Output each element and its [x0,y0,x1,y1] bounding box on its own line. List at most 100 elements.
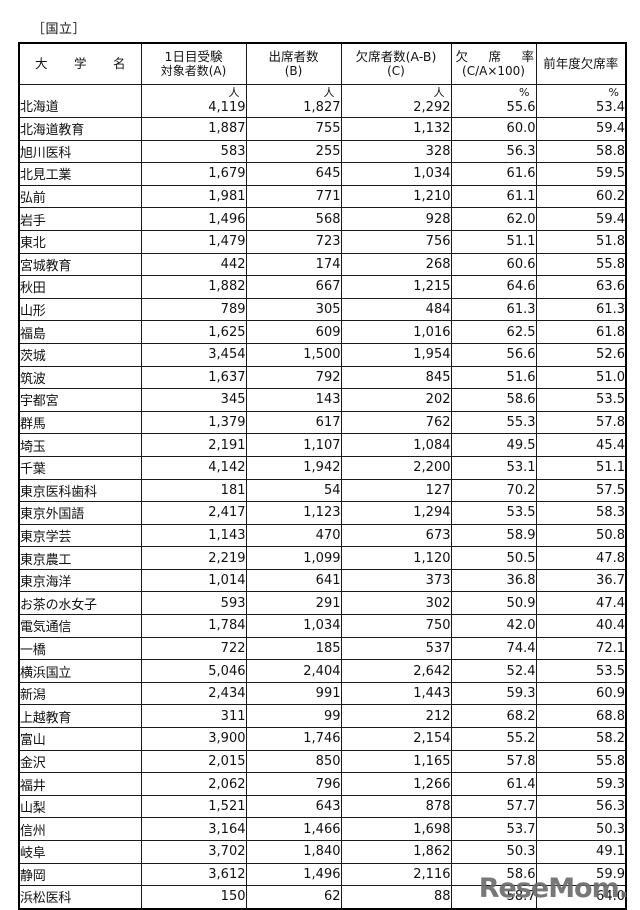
cell-prev: 50.8 [535,523,627,548]
cell-a: 3,454 [140,342,247,367]
cell-prev: 68.8 [535,704,627,729]
cell-rate: 60.0 [450,117,537,141]
cell-b: 755 [245,117,342,141]
cell-rate: 50.9 [450,591,537,616]
cell-prev: 59.3 [535,772,627,796]
cell-a: 2,219 [140,546,247,570]
cell-prev: 59.5 [535,162,627,186]
table-row: 東京医科歯科 181 54 127 70.2 57.5 [18,478,627,503]
cell-university-name: 山梨 [18,794,142,819]
table-row: 福井 2,062 796 1,266 61.4 59.3 [18,772,627,796]
cell-c: 1,120 [340,546,452,570]
cell-b: 1,496 [245,862,342,887]
cell-c: 302 [340,591,452,616]
cell-rate: 53.7 [450,817,537,841]
cell-c: 127 [340,478,452,503]
cell-b: 792 [245,365,342,390]
cell-prev: 51.8 [535,229,627,254]
cell-university-name: 東京農工 [18,546,142,570]
cell-a: 1,521 [140,794,247,819]
cell-university-name: 浜松医科 [18,885,142,910]
cell-c: 2,154 [340,727,452,751]
cell-value: 2,292 [413,100,451,115]
cell-rate: 57.8 [450,749,537,774]
cell-c: 1,016 [340,320,452,344]
cell-a: 1,479 [140,229,247,254]
cell-rate: 58.6 [450,862,537,887]
table-row: 筑波 1,637 792 845 51.6 51.0 [18,365,627,390]
table-row: 新潟 2,434 991 1,443 59.3 60.9 [18,681,627,706]
table-header-row: 大 学 名 1日目受験 対象者数(A) 出席者数 (B) 欠席者数(A-B) (… [18,42,627,85]
cell-rate: 58.6 [450,388,537,412]
cell-c: 人 2,292 [340,84,452,118]
cell-university-name: 信州 [18,817,142,841]
table-row: 東京農工 2,219 1,099 1,120 50.5 47.8 [18,546,627,570]
column-header-absentees: 欠席者数(A-B) (C) [340,42,452,85]
table-row: 金沢 2,015 850 1,165 57.8 55.8 [18,749,627,774]
cell-a: 2,417 [140,501,247,525]
cell-rate: 70.2 [450,478,537,503]
cell-prev: 59.9 [535,862,627,887]
cell-university-name: 電気通信 [18,614,142,638]
cell-university-name: 弘前 [18,184,142,209]
cell-prev: 57.5 [535,478,627,503]
cell-rate: 68.2 [450,704,537,729]
table-row: 静岡 3,612 1,496 2,116 58.6 59.9 [18,862,627,887]
cell-c: 1,443 [340,681,452,706]
cell-a: 3,612 [140,862,247,887]
cell-c: 928 [340,207,452,231]
cell-b: 617 [245,410,342,435]
cell-b: 1,746 [245,727,342,751]
cell-c: 2,200 [340,455,452,480]
cell-rate: 57.7 [450,794,537,819]
cell-b: 796 [245,772,342,796]
cell-rate: 53.1 [450,455,537,480]
cell-c: 2,642 [340,659,452,683]
cell-c: 762 [340,410,452,435]
cell-university-name: 福島 [18,320,142,344]
cell-c: 1,954 [340,342,452,367]
cell-b: 609 [245,320,342,344]
cell-a: 311 [140,704,247,729]
cell-a: 1,379 [140,410,247,435]
cell-a: 2,434 [140,681,247,706]
cell-a: 789 [140,297,247,322]
cell-prev: 47.4 [535,591,627,616]
cell-a: 2,062 [140,772,247,796]
cell-prev: 57.8 [535,410,627,435]
table-row: 北海道人 4,119 人 1,827 人 2,292% 55.6% 53.4 [18,84,627,118]
cell-university-name: 富山 [18,727,142,751]
cell-university-name: 東京外国語 [18,501,142,525]
cell-c: 750 [340,614,452,638]
cell-c: 1,215 [340,275,452,299]
cell-c: 373 [340,568,452,593]
cell-university-name: 茨城 [18,342,142,367]
table-row: 東北 1,479 723 756 51.1 51.8 [18,229,627,254]
cell-prev: 61.8 [535,320,627,344]
table-row: 秋田 1,882 667 1,215 64.6 63.6 [18,275,627,299]
table-body: 北海道人 4,119 人 1,827 人 2,292% 55.6% 53.4 北海道教育 1,88… [18,84,627,910]
cell-rate: 51.6 [450,365,537,390]
cell-university-name: 金沢 [18,749,142,774]
cell-university-name: 東京医科歯科 [18,478,142,503]
cell-b: 1,840 [245,840,342,864]
cell-rate: 55.2 [450,727,537,751]
cell-a: 442 [140,252,247,277]
table-row: 埼玉 2,191 1,107 1,084 49.5 45.4 [18,433,627,457]
cell-value: 53.4 [596,100,625,115]
unit-glyph-b: 人 [323,86,335,99]
cell-prev: 60.9 [535,681,627,706]
cell-c: 878 [340,794,452,819]
cell-prev: 53.5 [535,659,627,683]
cell-university-name: 群馬 [18,410,142,435]
table-row: 福島 1,625 609 1,016 62.5 61.8 [18,320,627,344]
cell-b: 291 [245,591,342,616]
table-row: お茶の水女子 593 291 302 50.9 47.4 [18,591,627,616]
cell-rate: 53.5 [450,501,537,525]
cell-b: 991 [245,681,342,706]
cell-c: 1,132 [340,117,452,141]
table-row: 横浜国立 5,046 2,404 2,642 52.4 53.5 [18,659,627,683]
cell-prev: 59.4 [535,117,627,141]
cell-university-name: 福井 [18,772,142,796]
cell-prev: 36.7 [535,568,627,593]
